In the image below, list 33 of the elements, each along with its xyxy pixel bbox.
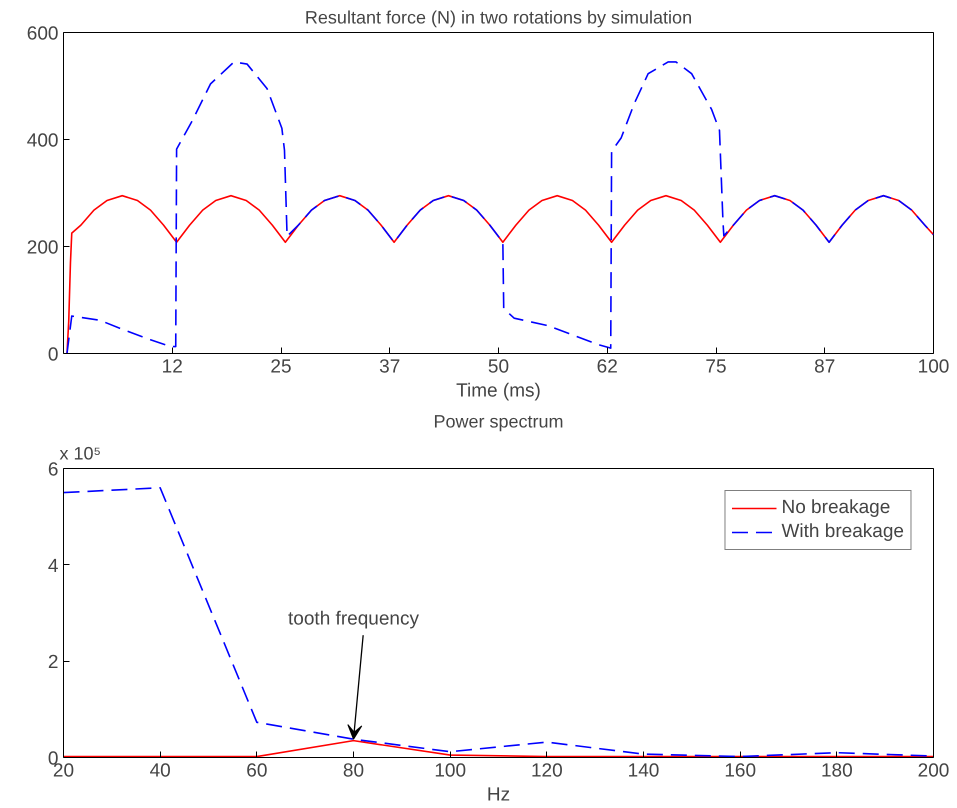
x-tick-label: 160: [724, 760, 756, 782]
y-tick-label: 2: [48, 652, 59, 674]
x-tick-label: 200: [918, 760, 950, 782]
x-tick-label: 120: [530, 760, 563, 782]
x-axis-title: Time (ms): [456, 380, 541, 402]
x-tick-label: 12: [162, 356, 183, 378]
x-tick-label: 100: [434, 760, 466, 782]
y-tick-label: 4: [48, 556, 59, 577]
x-tick-label: 25: [270, 356, 292, 378]
x-tick-label: 140: [628, 760, 660, 782]
chart-title: Power spectrum: [433, 412, 564, 432]
x-tick-label: 80: [342, 760, 364, 782]
y-tick-label: 6: [48, 460, 59, 480]
line-series: [66, 61, 934, 354]
y-tick-label: 200: [26, 238, 58, 258]
y-tick-label: 600: [26, 24, 58, 44]
x-tick-label: 87: [814, 356, 836, 378]
text: x 10⁵: [60, 444, 101, 464]
x-tick-label: 40: [150, 760, 171, 782]
x-tick-label: 180: [820, 760, 853, 782]
x-tick-label: 37: [379, 356, 400, 378]
x-axis-title: Hz: [486, 784, 510, 806]
x-tick-label: 62: [596, 356, 618, 378]
y-tick-label: 400: [26, 130, 58, 152]
legend-label: With breakage: [781, 521, 904, 543]
legend-label: No breakage: [781, 497, 890, 519]
x-tick-label: 60: [246, 760, 268, 782]
x-tick-label: 50: [488, 356, 510, 378]
annotation: tooth frequency: [288, 608, 420, 630]
x-tick-label: 100: [918, 356, 950, 378]
y-tick-label: 0: [48, 344, 59, 366]
chart-title: Resultant force (N) in two rotations by simulation: [304, 8, 692, 28]
x-tick-label: 75: [705, 356, 727, 378]
